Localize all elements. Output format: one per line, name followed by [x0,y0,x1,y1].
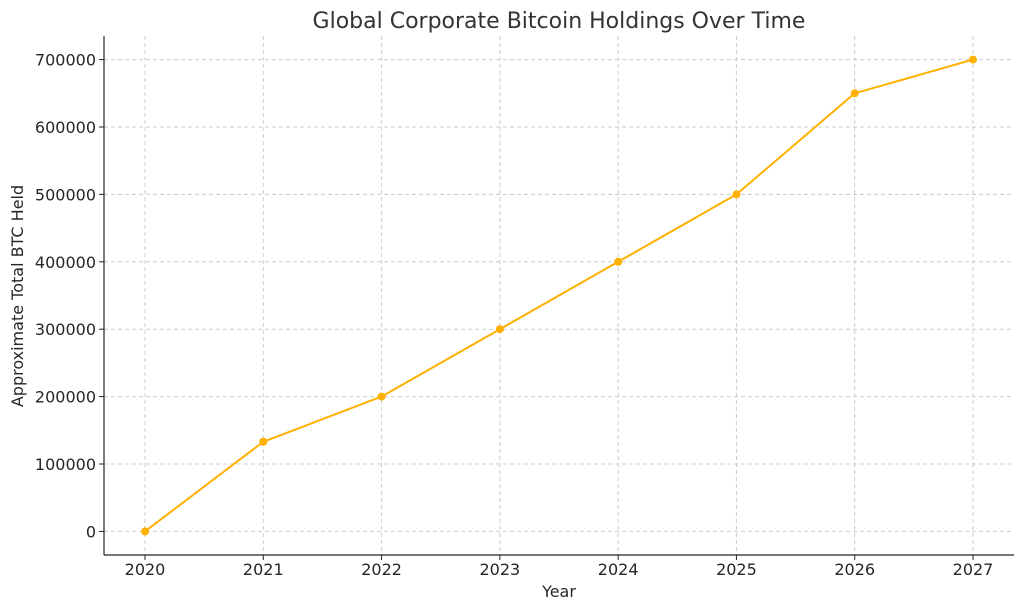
y-axis-label: Approximate Total BTC Held [8,185,27,407]
x-tick-label: 2022 [361,560,402,579]
data-point [969,55,977,64]
y-tick-label: 600000 [35,118,96,137]
data-point [259,437,268,446]
x-tick-label: 2021 [243,560,284,579]
x-tick-label: 2025 [716,560,757,579]
data-point [850,89,859,98]
y-tick-label: 700000 [35,51,96,70]
data-point [495,325,504,334]
series-layer [141,55,977,536]
x-tick-label: 2023 [479,560,520,579]
x-axis-label: Year [541,582,576,601]
data-point [614,257,623,266]
data-point [377,392,386,401]
y-tick-label: 0 [86,522,96,541]
x-tick-label: 2027 [953,560,994,579]
y-tick-label: 200000 [35,388,96,407]
chart-title: Global Corporate Bitcoin Holdings Over T… [313,9,806,34]
y-tick-label: 300000 [35,320,96,339]
y-tick-label: 500000 [35,185,96,204]
series-line [144,58,974,533]
x-tick-label: 2020 [125,560,166,579]
x-tick-label: 2026 [834,560,875,579]
axes-spines [103,36,1014,556]
y-tick-label: 100000 [35,455,96,474]
y-tick-label: 400000 [35,253,96,272]
data-point [141,527,149,536]
x-tick-label: 2024 [598,560,639,579]
data-point [732,190,741,199]
grid-layer [104,36,1014,555]
ticks-layer: 2020 2021 2022 2023 2024 2025 2026 2027 0 100000 2… [35,51,993,579]
